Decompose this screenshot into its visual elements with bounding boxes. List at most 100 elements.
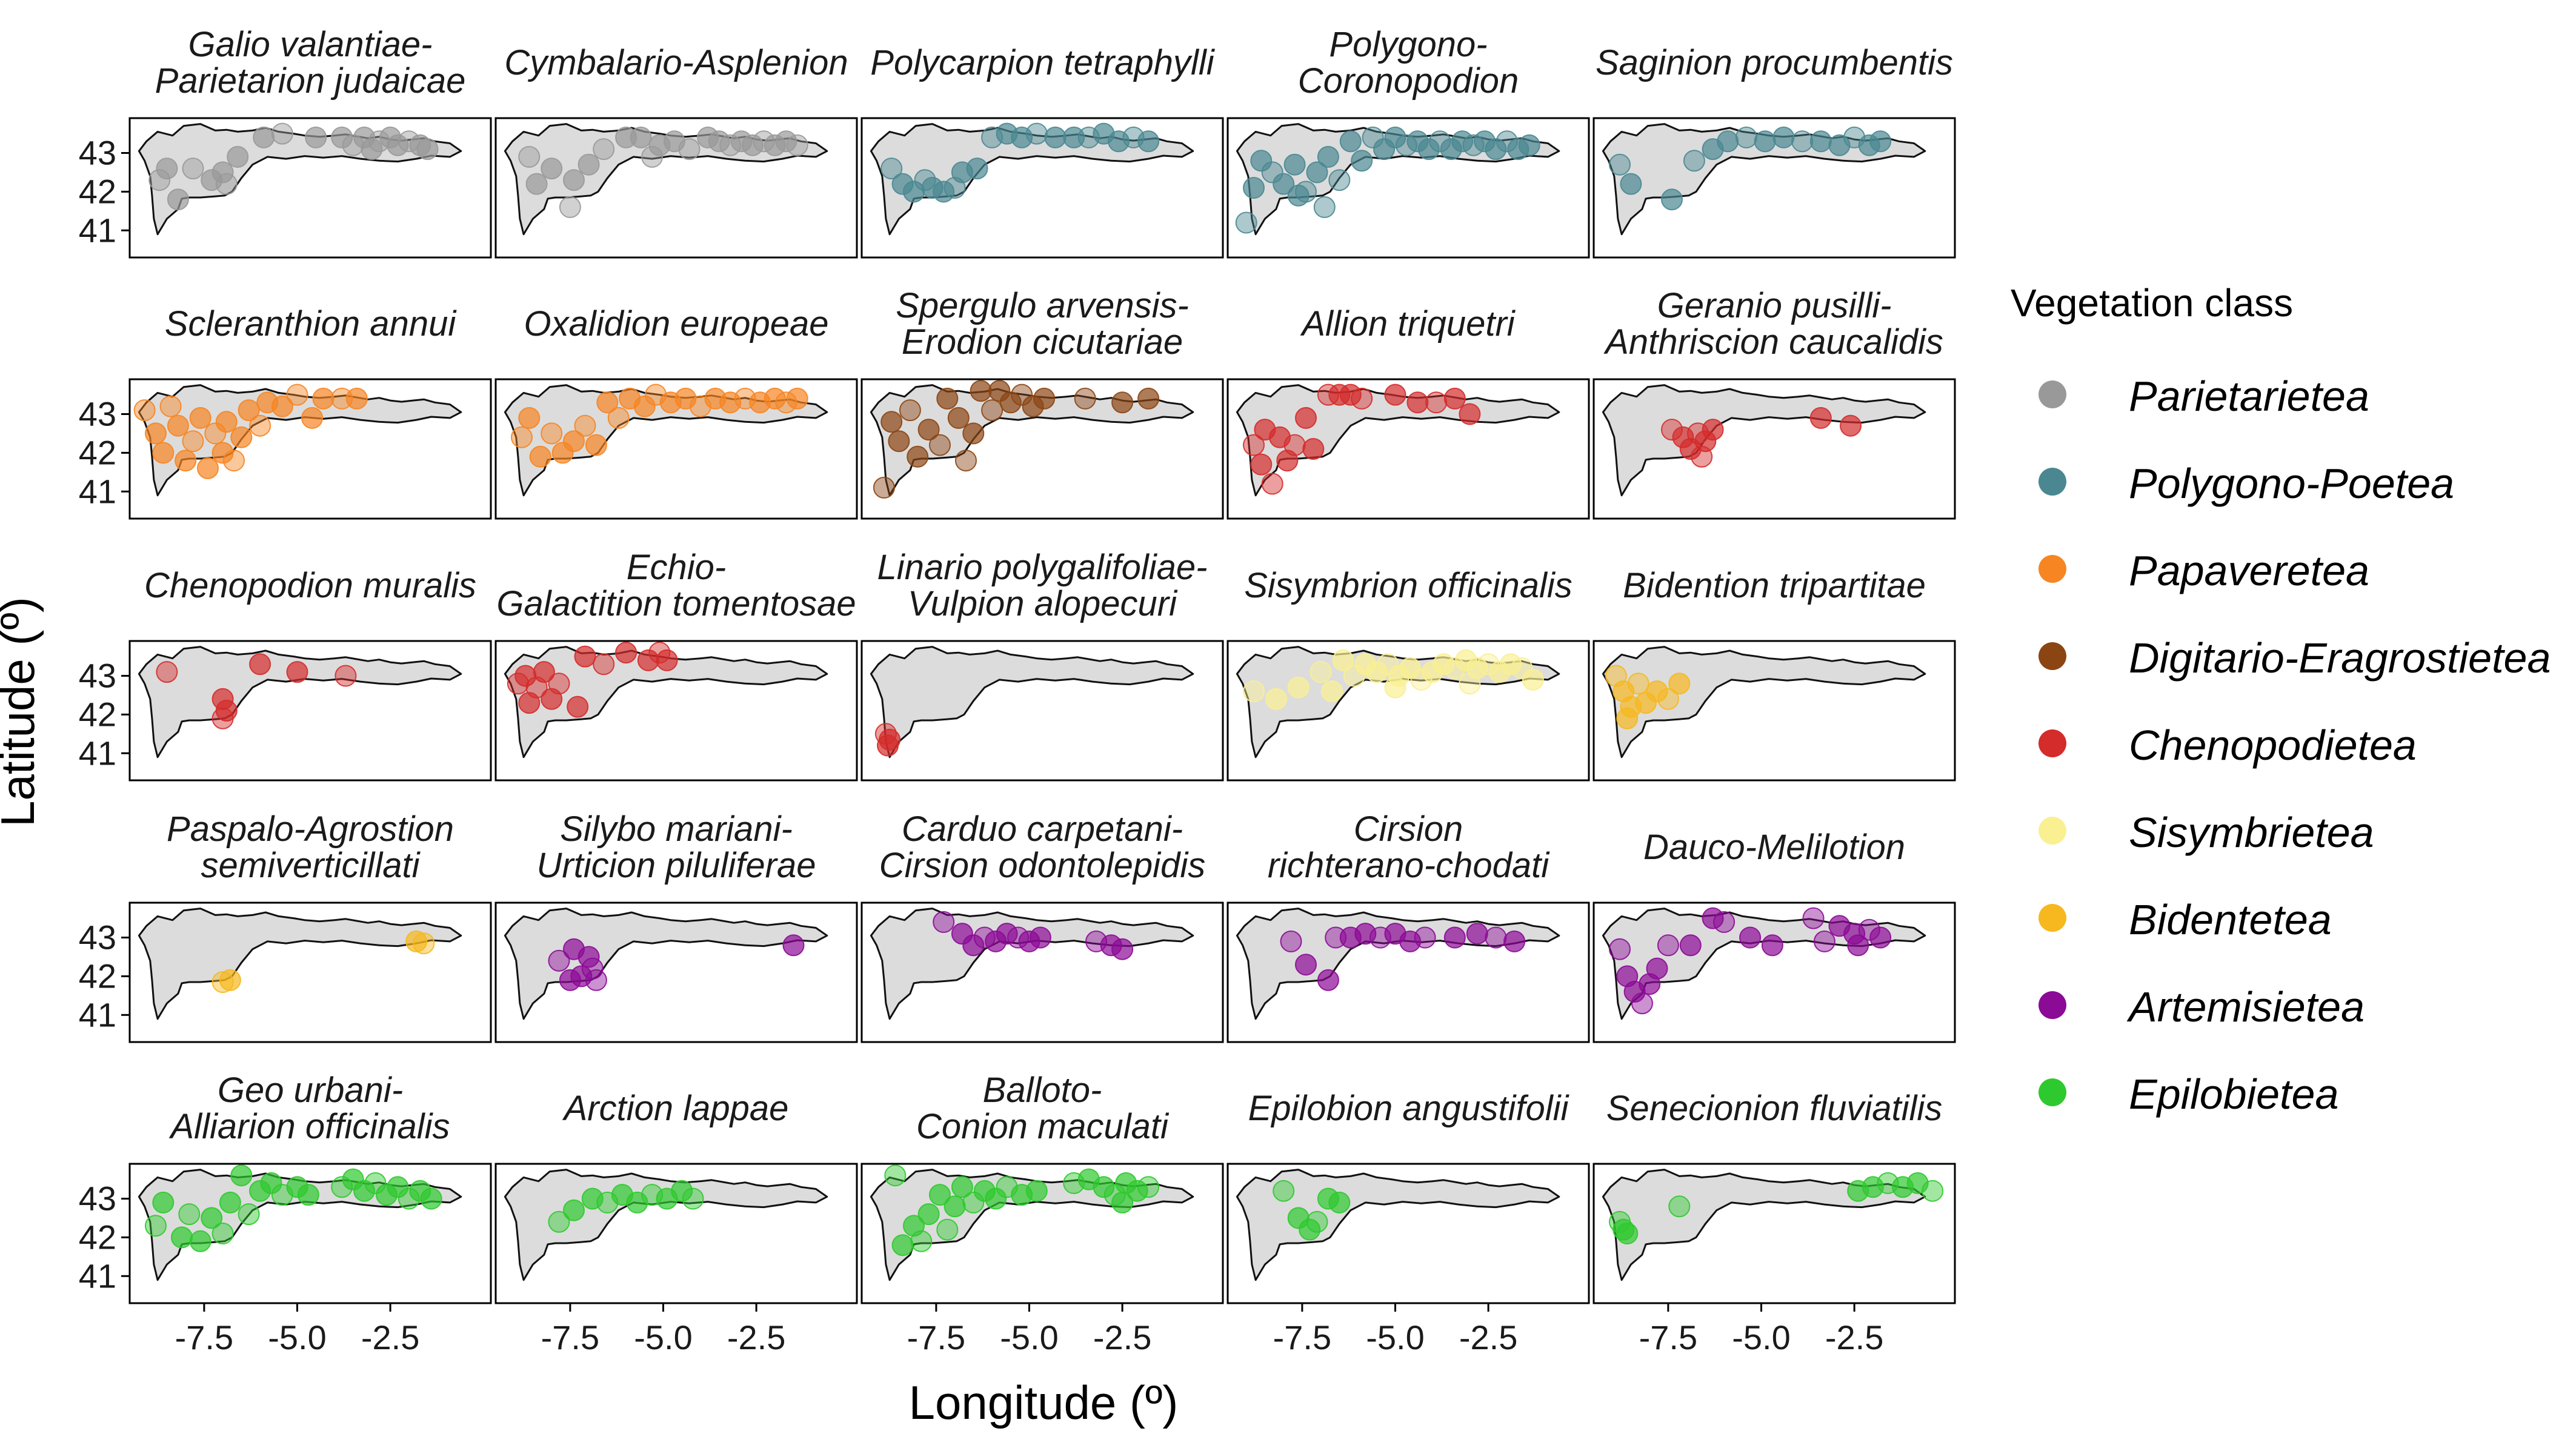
- legend-label: Artemisietea: [2126, 983, 2365, 1031]
- data-point: [1683, 150, 1705, 172]
- data-point: [1310, 661, 1332, 683]
- data-point: [1321, 680, 1343, 703]
- data-point: [985, 1187, 1007, 1210]
- data-point: [574, 414, 596, 437]
- data-point: [1317, 145, 1339, 168]
- data-point: [227, 145, 249, 168]
- panel-title: Dauco-Melilotion: [1643, 828, 1905, 867]
- panel-title: richterano-chodati: [1268, 846, 1550, 885]
- data-point: [1661, 188, 1683, 211]
- panel-title: Galactition tomentosae: [496, 584, 856, 623]
- data-point: [929, 434, 951, 456]
- y-tick-label: 41: [79, 211, 116, 249]
- data-point: [413, 932, 435, 955]
- data-point: [1485, 138, 1507, 161]
- legend-label: Bidentetea: [2129, 896, 2332, 943]
- data-point: [260, 1172, 282, 1194]
- data-point: [1283, 153, 1306, 176]
- data-point: [786, 134, 808, 156]
- data-point: [1243, 434, 1265, 456]
- legend-key: [2039, 468, 2066, 496]
- data-point: [671, 1180, 693, 1202]
- data-point: [215, 411, 238, 433]
- data-point: [238, 1203, 260, 1226]
- map-panel: Polycarpion tetraphylli: [860, 43, 1224, 259]
- panel-title: Parietarion judaicae: [155, 61, 466, 101]
- data-point: [1668, 672, 1691, 695]
- data-point: [1306, 161, 1328, 184]
- panel-title: Urticion piluliferae: [537, 846, 816, 885]
- y-axis-title: Latitude (º): [0, 597, 44, 827]
- region-outline: [138, 384, 462, 497]
- region-outline: [1602, 384, 1926, 497]
- data-point: [145, 422, 167, 445]
- legend-key: [2039, 642, 2066, 670]
- panel-title: Conion maculati: [916, 1107, 1170, 1146]
- region-outline: [138, 646, 462, 759]
- y-tick-label: 42: [79, 957, 116, 995]
- data-point: [167, 414, 189, 437]
- panel-title: Senecionion fluviatilis: [1606, 1089, 1943, 1128]
- data-point: [1612, 1218, 1635, 1241]
- y-tick-label: 42: [79, 695, 116, 733]
- legend-label: Sisymbrietea: [2129, 809, 2374, 856]
- map-panel: Arction lappae: [494, 1089, 858, 1304]
- data-point: [1657, 688, 1679, 710]
- data-point: [1339, 130, 1362, 153]
- data-point: [966, 158, 988, 180]
- data-point: [529, 445, 551, 468]
- data-point: [936, 1218, 959, 1241]
- y-tick-label: 43: [79, 395, 116, 433]
- x-tick-label: -5.0: [1366, 1318, 1425, 1356]
- data-point: [548, 949, 570, 972]
- data-point: [917, 419, 940, 441]
- x-tick-label: -5.0: [1000, 1318, 1059, 1356]
- data-point: [1287, 184, 1310, 207]
- data-point: [782, 934, 805, 957]
- data-point: [873, 476, 895, 499]
- data-point: [1063, 126, 1085, 148]
- legend-label: Chenopodietea: [2129, 722, 2417, 769]
- data-point: [1522, 668, 1544, 691]
- x-tick-label: -2.5: [727, 1318, 786, 1356]
- data-point: [1399, 657, 1422, 679]
- data-point: [297, 1184, 319, 1206]
- map-panel: Sisymbrion officinalis: [1226, 566, 1590, 782]
- y-tick-label: 41: [79, 1257, 116, 1295]
- data-point: [1869, 130, 1892, 153]
- data-point: [541, 158, 563, 180]
- panel-title: Polycarpion tetraphylli: [870, 43, 1216, 82]
- data-point: [574, 645, 596, 668]
- data-point: [880, 411, 903, 433]
- data-point: [1414, 926, 1436, 949]
- map-panel: Oxalidion europeae: [494, 304, 858, 520]
- data-point: [917, 1203, 940, 1226]
- data-point: [910, 1230, 933, 1252]
- legend-key: [2039, 904, 2066, 932]
- data-point: [1111, 391, 1134, 414]
- data-point: [211, 161, 234, 184]
- data-point: [1365, 661, 1388, 683]
- data-point: [1273, 173, 1295, 195]
- data-point: [593, 138, 615, 161]
- data-point: [1809, 407, 1832, 429]
- data-point: [593, 653, 615, 676]
- x-tick-label: -5.0: [268, 1318, 327, 1356]
- panel-title: Geo urbani-: [218, 1071, 403, 1110]
- map-panel: Geranio pusilli-Anthriscion caucalidis: [1593, 286, 1956, 520]
- region-outline: [504, 384, 828, 497]
- data-point: [596, 391, 619, 414]
- panel-title: Scleranthion annui: [165, 304, 458, 344]
- data-point: [1702, 419, 1724, 441]
- panel-title: Alliarion officinalis: [169, 1107, 450, 1146]
- panel-title: Cirsion: [1354, 809, 1463, 849]
- y-tick-label: 42: [79, 172, 116, 210]
- data-point: [633, 395, 656, 417]
- y-tick-label: 43: [79, 134, 116, 172]
- data-point: [1646, 957, 1668, 980]
- data-point: [334, 665, 357, 687]
- data-point: [656, 649, 678, 671]
- data-point: [585, 434, 607, 456]
- panel-title: Oxalidion europeae: [524, 304, 828, 344]
